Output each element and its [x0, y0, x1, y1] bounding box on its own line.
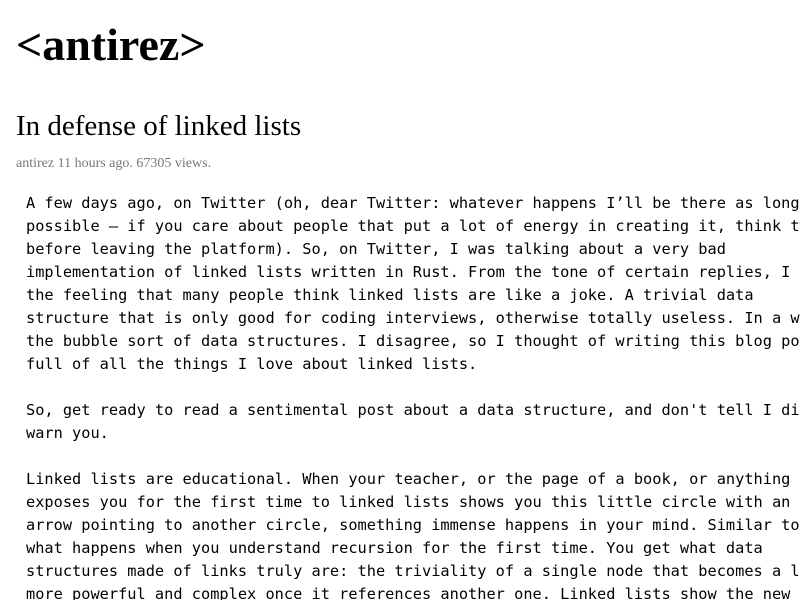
- view-count: 67305 views: [136, 156, 208, 171]
- body-line: A few days ago, on Twitter (oh, dear Twi…: [26, 194, 800, 212]
- post-meta: antirez 11 hours ago. 67305 views.: [16, 156, 212, 171]
- body-line: more powerful and complex once it refere…: [26, 585, 791, 600]
- site-title-link[interactable]: <antirez>: [16, 19, 206, 70]
- body-line: possible – if you care about people that…: [26, 217, 800, 235]
- body-line: exposes you for the first time to linked…: [26, 493, 791, 511]
- body-paragraph: A few days ago, on Twitter (oh, dear Twi…: [26, 192, 800, 376]
- body-line: structure that is only good for coding i…: [26, 309, 800, 327]
- author-link[interactable]: antirez: [16, 156, 55, 171]
- body-line: the bubble sort of data structures. I di…: [26, 332, 800, 350]
- post-title: In defense of linked lists: [16, 110, 302, 142]
- body-line: arrow pointing to another circle, someth…: [26, 516, 800, 534]
- body-line: the feeling that many people think linke…: [26, 286, 754, 304]
- body-line: full of all the things I love about link…: [26, 355, 478, 373]
- body-line: implementation of linked lists written i…: [26, 263, 800, 281]
- body-paragraph: So, get ready to read a sentimental post…: [26, 399, 800, 445]
- body-line: structures made of links truly are: the …: [26, 562, 800, 580]
- post-body: A few days ago, on Twitter (oh, dear Twi…: [26, 192, 800, 600]
- body-line: what happens when you understand recursi…: [26, 539, 763, 557]
- body-line: Linked lists are educational. When your …: [26, 470, 800, 488]
- body-line: warn you.: [26, 424, 109, 442]
- post-age: 11 hours ago: [57, 156, 130, 171]
- body-paragraph: Linked lists are educational. When your …: [26, 468, 800, 600]
- body-line: So, get ready to read a sentimental post…: [26, 401, 800, 419]
- body-line: before leaving the platform). So, on Twi…: [26, 240, 726, 258]
